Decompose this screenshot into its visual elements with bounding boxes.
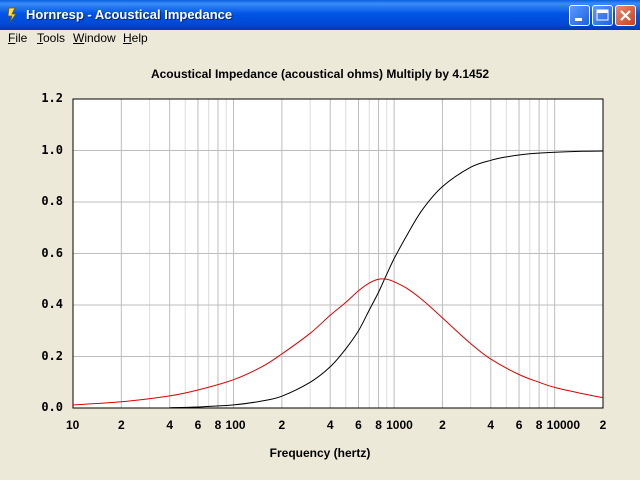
menu-tools-rest: ools	[43, 31, 66, 45]
minimize-icon	[575, 18, 582, 21]
y-tick-label: 1.0	[41, 142, 63, 157]
menu-help-rest: elp	[131, 31, 148, 45]
y-tick-label: 1.2	[41, 91, 63, 105]
x-tick-label: 4	[326, 418, 334, 432]
impedance-chart[interactable]	[0, 48, 640, 480]
close-button[interactable]	[615, 5, 636, 26]
menu-bar: File Tools Window Help	[0, 30, 640, 48]
menu-file[interactable]: File	[8, 31, 27, 45]
x-tick-label: 2	[439, 418, 446, 432]
menu-tools[interactable]: Tools	[37, 31, 65, 45]
x-tick-label: 8	[375, 418, 382, 432]
x-tick-label: 2	[278, 418, 286, 432]
y-tick-label: 0.0	[41, 400, 63, 414]
menu-help-accel: H	[123, 31, 132, 45]
x-axis-title: Frequency (hertz)	[269, 446, 371, 460]
x-tick-label: 6	[515, 418, 523, 432]
close-icon	[620, 10, 631, 21]
x-tick-label: 2	[117, 418, 125, 432]
x-tick-label: 1000	[386, 418, 413, 432]
menu-file-accel: F	[8, 31, 16, 45]
plot-frame	[72, 98, 604, 409]
menu-help[interactable]: Help	[123, 31, 148, 45]
series-line-red	[72, 278, 604, 406]
menu-window-accel: W	[73, 31, 85, 45]
maximize-icon	[596, 9, 609, 21]
menu-window[interactable]: Window	[73, 31, 116, 45]
y-tick-label: 0.2	[41, 348, 63, 363]
y-tick-label: 0.6	[41, 245, 63, 260]
x-tick-label: 10	[66, 418, 80, 432]
hornresp-app-icon[interactable]	[6, 7, 22, 23]
title-bar[interactable]: Hornresp - Acoustical Impedance	[0, 0, 640, 30]
x-tick-label: 6	[355, 418, 362, 432]
maximize-button[interactable]	[592, 5, 613, 26]
y-tick-label: 0.8	[41, 194, 63, 208]
y-tick-label: 0.4	[41, 297, 63, 311]
x-tick-label: 4	[166, 418, 173, 432]
x-tick-label: 10000	[546, 418, 581, 432]
x-tick-label: 100	[225, 418, 246, 432]
menu-window-rest: indow	[84, 31, 116, 45]
x-tick-label: 2	[599, 418, 607, 432]
menu-file-rest: ile	[15, 31, 28, 45]
x-tick-label: 6	[194, 418, 202, 432]
x-tick-label: 8	[214, 418, 222, 432]
menu-tools-accel: T	[37, 31, 43, 45]
x-tick-label: 8	[535, 418, 543, 432]
minimize-button[interactable]	[569, 5, 590, 26]
window-title: Hornresp - Acoustical Impedance	[26, 7, 233, 22]
series-line-black	[169, 150, 604, 409]
chart-title: Acoustical Impedance (acoustical ohms) M…	[150, 67, 490, 81]
x-tick-label: 4	[487, 418, 495, 432]
